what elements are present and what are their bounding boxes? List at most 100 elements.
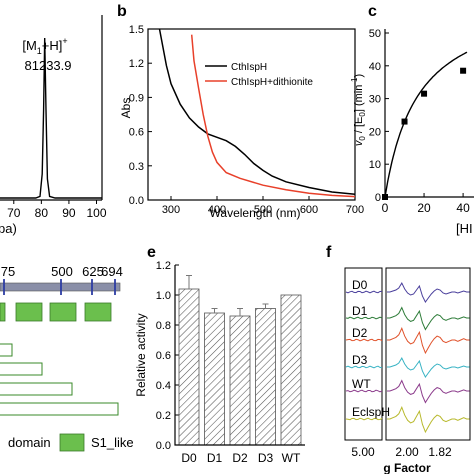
panel-e-y-ticks: 0.0 0.2 0.4 0.6 0.8 1.0 1.2 <box>156 260 179 452</box>
panel-b-y-tick-label: 0.0 <box>129 195 144 207</box>
panel-b-xlabel: Wavelength (nm) <box>210 206 301 220</box>
panel-c-x-tick-label: 0 <box>382 201 389 215</box>
epr-trace-right <box>387 326 470 355</box>
panel-e-y-tick-label: 0.0 <box>156 440 171 452</box>
panel-f-xlabel: g Factor <box>383 461 431 474</box>
epr-trace-right <box>387 281 470 303</box>
panel-c-x-ticks: 0 20 40 <box>382 193 470 215</box>
construct-bar <box>0 362 43 376</box>
kinetics-point <box>460 67 467 74</box>
panel-e-letter: e <box>147 244 156 261</box>
epr-trace-left <box>345 290 383 294</box>
panel-b-x-tick-label: 500 <box>254 204 272 216</box>
panel-e-ylabel: Relative activity <box>134 313 148 396</box>
panel-b-x-tick-label: 300 <box>162 204 180 216</box>
panel-e-y-tick-label: 0.8 <box>156 320 171 332</box>
s1-domain-block <box>84 302 112 322</box>
panel-a-x-tick-label: 80 <box>35 206 49 220</box>
michaelis-menten-fit <box>384 51 468 198</box>
panel-e-y-tick-label: 0.4 <box>156 380 171 392</box>
panel-c-y-ticks: 0 10 20 30 40 50 <box>369 28 389 204</box>
epr-tick-label: 5.00 <box>351 445 375 459</box>
panel-b-y-tick-label: 1.5 <box>129 24 144 36</box>
panel-e-y-tick-label: 1.0 <box>156 290 171 302</box>
panel-b-y-ticks: 0.0 0.3 0.6 0.9 1.2 1.5 <box>129 24 152 207</box>
panel-a-x-ticks: 70 80 90 100 <box>7 200 107 220</box>
panel-e-axes <box>174 265 305 446</box>
legend-label-cthisph-dithionite: CthIspH+dithionite <box>231 77 313 88</box>
panel-b-letter: b <box>117 3 127 20</box>
epr-sample-label: D2 <box>352 326 368 340</box>
epr-sample-labels: D0 D1 D2 D3 WT EclspH <box>352 278 390 419</box>
panel-e-x-label: D2 <box>232 451 248 465</box>
panel-c-ylabel: v0 / [E0] (min-1) <box>350 74 367 146</box>
s1-domain-block <box>49 302 77 322</box>
panel-c-axes <box>384 29 474 198</box>
epr-trace-left <box>345 316 383 320</box>
epr-trace-right <box>387 306 470 331</box>
peak-value: 81233.9 <box>25 58 72 73</box>
construct-bar <box>0 402 119 416</box>
epr-trace-left <box>345 365 383 369</box>
epr-right-frame <box>385 267 471 441</box>
panel-c-y-tick-label: 10 <box>369 159 381 171</box>
panel-a: [M1+H]+ 81233.9 70 80 90 100 pa) <box>0 15 107 236</box>
epr-tick-label: 2.00 <box>395 445 419 459</box>
s1-domain-block <box>0 302 6 322</box>
construct-bar <box>0 343 13 357</box>
panel-e-bars <box>178 275 302 446</box>
panel-b-y-tick-label: 0.9 <box>129 92 144 104</box>
epr-sample-label: WT <box>352 377 371 391</box>
panel-f-letter: f <box>326 244 332 261</box>
epr-sample-label: D1 <box>352 304 368 318</box>
epr-trace-right <box>387 356 470 378</box>
epr-traces <box>345 281 470 434</box>
legend-label-cthisph: CthIspH <box>231 62 267 73</box>
panel-a-x-tick-label: 90 <box>62 206 76 220</box>
panel-b-x-tick-label: 700 <box>346 204 364 216</box>
panel-d: 75 500 625 694 domain S1_like <box>0 264 134 452</box>
epr-sample-label: D3 <box>352 353 368 367</box>
panel-c-y-tick-label: 0 <box>375 192 381 204</box>
construct-bars <box>0 343 119 416</box>
kinetics-point <box>421 90 428 97</box>
panel-a-x-tick-label: 70 <box>7 206 21 220</box>
ruler-label: 625 <box>82 264 104 279</box>
panel-f: f D0 D1 D2 D3 WT EclspH 5.00 2.00 1.82 g Fact… <box>326 244 471 474</box>
panel-e-y-tick-label: 0.2 <box>156 410 171 422</box>
legend-s1-label: S1_like <box>91 435 134 450</box>
panel-b-y-tick-label: 1.2 <box>129 58 144 70</box>
panel-b-frame <box>147 28 356 201</box>
epr-trace-left <box>345 338 383 342</box>
panel-b-x-tick-label: 400 <box>208 204 226 216</box>
panel-e-x-label: D0 <box>181 451 197 465</box>
panel-a-x-tick-label: 100 <box>86 206 106 220</box>
mass-spec-peak <box>0 37 102 199</box>
panel-c-x-tick-label: 40 <box>456 201 470 215</box>
kinetics-point <box>401 118 408 125</box>
activity-bar <box>178 288 200 446</box>
s1-domain-block <box>15 302 43 322</box>
legend-domain-label: domain <box>8 435 51 450</box>
panel-c-y-tick-label: 50 <box>369 28 381 40</box>
kinetics-point <box>382 194 388 200</box>
epr-sample-label: D0 <box>352 278 368 292</box>
panel-e-x-label: WT <box>282 451 301 465</box>
series-cthisph <box>158 28 356 196</box>
series-cthisph-dithionite <box>190 34 356 198</box>
ruler-label: 500 <box>51 264 73 279</box>
panel-c-y-tick-label: 40 <box>369 61 381 73</box>
panel-e-x-label: D3 <box>258 451 274 465</box>
panel-c: c v0 / [E0] (min-1) 0 10 20 30 40 50 0 20 40 [H… <box>350 3 474 236</box>
panel-e: e Relative activity 0.0 0.2 0.4 0.6 0.8 1.0 1.… <box>134 244 305 465</box>
panel-a-xlabel-fragment: pa) <box>0 221 17 236</box>
epr-trace-right <box>387 379 470 404</box>
panel-b-y-tick-label: 0.3 <box>129 161 144 173</box>
epr-left-frame <box>344 267 383 441</box>
epr-trace-left <box>345 417 383 421</box>
panel-e-y-tick-label: 0.6 <box>156 350 171 362</box>
epr-sample-label: EclspH <box>352 405 390 419</box>
panel-c-y-tick-label: 30 <box>369 94 381 106</box>
s1-domain-blocks <box>0 302 112 322</box>
